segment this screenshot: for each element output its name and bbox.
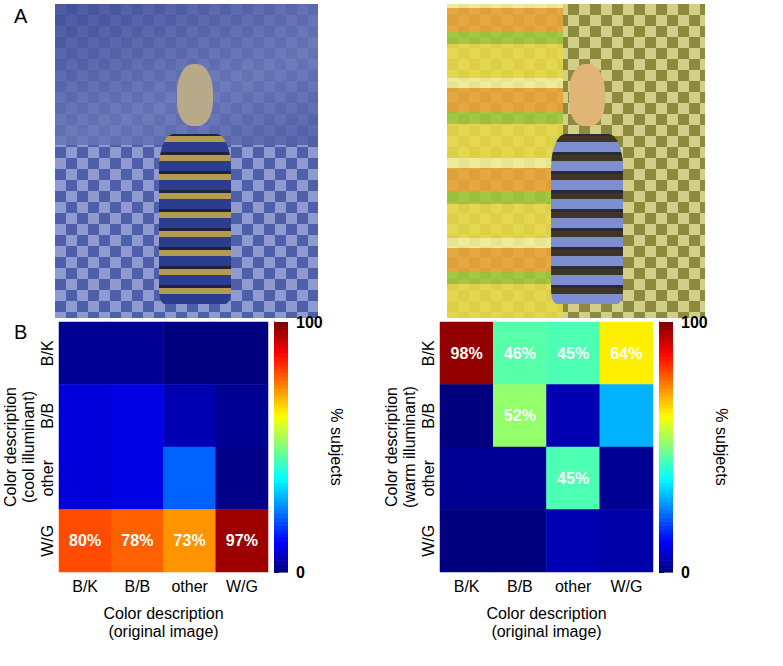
svg-text:A: A [14,5,28,27]
svg-text:W/G: W/G [226,578,258,595]
svg-text:W/G: W/G [420,525,437,557]
svg-text:Color description: Color description [2,387,19,507]
svg-text:98%: 98% [451,345,483,362]
svg-text:0: 0 [296,564,305,581]
svg-text:(original image): (original image) [108,623,218,640]
svg-text:Color description: Color description [383,387,400,507]
svg-text:B/B: B/B [39,403,56,429]
svg-text:64%: 64% [610,345,642,362]
svg-text:100: 100 [681,314,708,331]
svg-text:73%: 73% [174,532,206,549]
svg-text:45%: 45% [557,345,589,362]
svg-text:80%: 80% [69,532,101,549]
svg-text:other: other [555,578,592,595]
svg-text:B/B: B/B [507,578,533,595]
svg-text:0: 0 [681,564,690,581]
svg-text:% subjects: % subjects [713,408,730,485]
svg-text:B/K: B/K [454,578,480,595]
svg-text:45%: 45% [557,470,589,487]
svg-text:B/K: B/K [420,340,437,366]
svg-text:Color description: Color description [103,605,223,622]
svg-text:100: 100 [296,314,323,331]
svg-text:B/K: B/K [72,578,98,595]
svg-text:B/K: B/K [39,340,56,366]
svg-text:97%: 97% [226,532,258,549]
svg-text:W/G: W/G [39,525,56,557]
svg-text:46%: 46% [504,345,536,362]
svg-text:other: other [39,459,56,496]
svg-text:% subjects: % subjects [328,408,345,485]
svg-text:(warm illuminant): (warm illuminant) [401,386,418,508]
svg-text:other: other [171,578,208,595]
svg-text:52%: 52% [504,407,536,424]
svg-text:(cool illuminant): (cool illuminant) [20,391,37,503]
svg-text:B/B: B/B [420,403,437,429]
svg-text:78%: 78% [121,532,153,549]
svg-text:B: B [14,321,27,343]
svg-text:other: other [420,459,437,496]
svg-text:Color description: Color description [486,605,606,622]
svg-text:W/G: W/G [610,578,642,595]
svg-text:(original image): (original image) [491,623,601,640]
svg-text:B/B: B/B [124,578,150,595]
